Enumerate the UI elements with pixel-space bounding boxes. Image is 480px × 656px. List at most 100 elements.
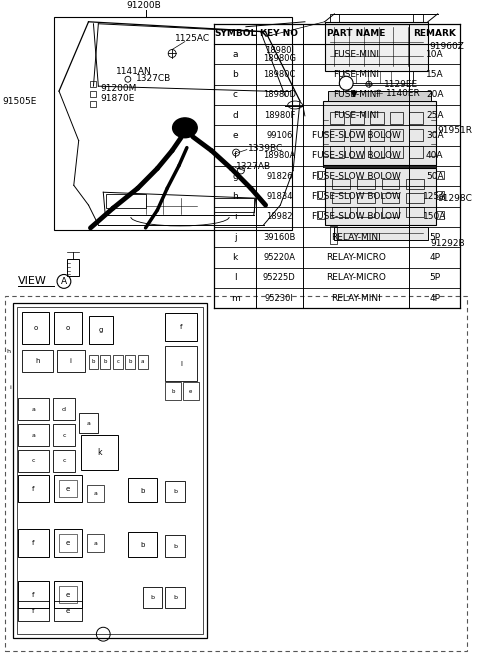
Bar xyxy=(389,146,403,157)
Text: 20A: 20A xyxy=(426,91,444,99)
Bar xyxy=(113,355,123,369)
Bar xyxy=(436,171,444,179)
Bar xyxy=(406,194,424,203)
Bar xyxy=(53,398,75,420)
Bar xyxy=(317,211,324,219)
Bar xyxy=(329,226,337,244)
Text: 15A: 15A xyxy=(426,70,444,79)
Bar xyxy=(67,258,79,276)
Text: FUSE-SLOW BOLOW: FUSE-SLOW BOLOW xyxy=(312,131,400,140)
Text: i: i xyxy=(70,358,72,363)
Bar xyxy=(331,112,344,124)
Text: c: c xyxy=(62,432,66,438)
Bar xyxy=(339,72,413,83)
Text: 18980C: 18980C xyxy=(263,70,296,79)
Bar xyxy=(382,194,399,203)
Bar xyxy=(406,179,424,189)
Bar xyxy=(329,14,339,22)
Bar xyxy=(165,346,197,380)
Text: b: b xyxy=(173,544,177,548)
Bar xyxy=(350,112,364,124)
Text: a: a xyxy=(141,359,144,364)
Text: 1339BC: 1339BC xyxy=(248,144,283,153)
Text: FUSE-SLOW BOLOW: FUSE-SLOW BOLOW xyxy=(312,213,400,221)
Text: o: o xyxy=(33,325,37,331)
Text: 91298C: 91298C xyxy=(438,194,473,203)
Text: b: b xyxy=(173,595,177,600)
Bar xyxy=(91,81,96,87)
Text: 1327CB: 1327CB xyxy=(136,73,171,83)
Text: b: b xyxy=(173,489,177,494)
Bar xyxy=(18,475,49,502)
Text: A: A xyxy=(343,79,349,88)
Bar xyxy=(138,355,147,369)
Text: e: e xyxy=(66,540,70,546)
Bar xyxy=(183,382,199,400)
Text: 18980D: 18980D xyxy=(263,91,296,99)
Bar xyxy=(13,303,206,638)
Text: 150A: 150A xyxy=(423,213,446,221)
Text: 91834: 91834 xyxy=(266,192,293,201)
Bar xyxy=(389,112,403,124)
Text: b: b xyxy=(232,70,238,79)
Bar xyxy=(59,480,77,497)
Text: c: c xyxy=(62,459,66,463)
Bar xyxy=(54,475,82,502)
Text: 1125AC: 1125AC xyxy=(175,34,210,43)
Text: f: f xyxy=(32,485,35,491)
Text: 5P: 5P xyxy=(429,273,440,282)
Bar xyxy=(357,179,375,189)
Text: f: f xyxy=(32,592,35,598)
Text: 40A: 40A xyxy=(426,152,444,160)
Text: b: b xyxy=(141,487,145,493)
Bar xyxy=(106,194,145,208)
Text: d: d xyxy=(232,111,238,119)
Bar xyxy=(54,529,82,557)
Bar xyxy=(91,101,96,107)
Text: b: b xyxy=(104,359,107,364)
Text: FUSE-MINI: FUSE-MINI xyxy=(333,91,379,99)
Bar xyxy=(350,129,364,140)
Text: f: f xyxy=(32,540,35,546)
Text: a: a xyxy=(32,407,36,412)
Text: 39160B: 39160B xyxy=(263,233,296,241)
Text: h: h xyxy=(7,349,11,354)
Bar xyxy=(324,169,436,225)
Bar xyxy=(409,112,423,124)
Bar xyxy=(128,478,157,502)
Ellipse shape xyxy=(173,118,197,138)
Text: k: k xyxy=(232,253,238,262)
Text: e: e xyxy=(66,592,70,598)
Text: 91292B: 91292B xyxy=(431,239,466,248)
Bar xyxy=(165,382,181,400)
Bar xyxy=(335,227,428,240)
Text: 91951R: 91951R xyxy=(438,127,473,135)
Text: 125A: 125A xyxy=(423,192,446,201)
Text: 95220A: 95220A xyxy=(264,253,295,262)
Bar xyxy=(54,581,82,608)
Text: PART NAME: PART NAME xyxy=(327,30,385,39)
Text: RELAY-MINI: RELAY-MINI xyxy=(331,293,381,302)
Bar xyxy=(215,198,254,212)
Bar xyxy=(333,207,350,217)
Bar xyxy=(370,112,384,124)
Text: 4P: 4P xyxy=(429,293,440,302)
Text: f: f xyxy=(32,608,35,615)
Text: c: c xyxy=(32,459,35,463)
Bar xyxy=(53,450,75,472)
Bar xyxy=(357,207,375,217)
Bar xyxy=(317,192,324,199)
Bar xyxy=(18,602,49,621)
Bar xyxy=(382,207,399,217)
Bar xyxy=(406,207,424,217)
Text: 1141AN: 1141AN xyxy=(116,67,152,76)
Text: 18980A: 18980A xyxy=(263,152,296,160)
Text: 5P: 5P xyxy=(429,233,440,241)
Text: i: i xyxy=(234,213,236,221)
Text: 4P: 4P xyxy=(429,253,440,262)
Bar xyxy=(317,171,324,179)
Text: 91200M: 91200M xyxy=(100,84,137,92)
Bar xyxy=(54,312,82,344)
Bar xyxy=(357,194,375,203)
Bar xyxy=(382,179,399,189)
